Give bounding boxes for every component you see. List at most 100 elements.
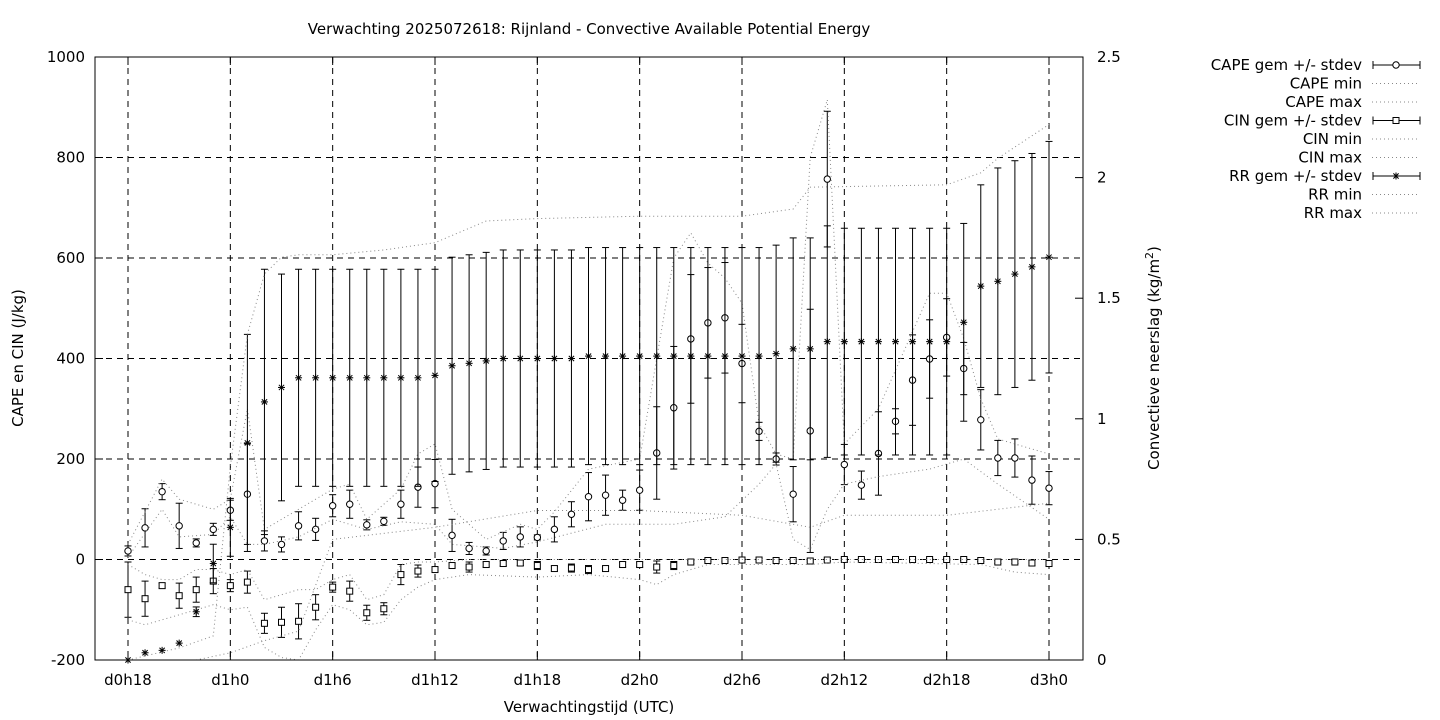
series-6 bbox=[124, 140, 1053, 664]
data-point bbox=[499, 537, 507, 545]
data-point bbox=[124, 586, 132, 594]
y-tick-label: 600 bbox=[56, 249, 85, 267]
data-point bbox=[533, 355, 541, 362]
star-stroke bbox=[909, 338, 916, 345]
legend-label: CAPE max bbox=[1285, 93, 1362, 111]
data-point bbox=[312, 603, 320, 611]
data-point bbox=[789, 490, 797, 498]
data-point bbox=[635, 486, 644, 494]
star-stroke bbox=[807, 345, 814, 352]
star-stroke bbox=[295, 374, 302, 381]
series-5 bbox=[127, 559, 1049, 601]
legend-marker bbox=[1392, 117, 1400, 124]
data-point bbox=[550, 355, 558, 362]
data-point bbox=[328, 502, 337, 510]
legend-marker bbox=[1392, 172, 1400, 180]
x-tick-label: d0h18 bbox=[104, 671, 152, 689]
y2-tick-label: 1 bbox=[1097, 410, 1107, 428]
star-stroke bbox=[841, 338, 848, 345]
legend-label: RR gem +/- stdev bbox=[1229, 167, 1362, 185]
data-point bbox=[311, 525, 320, 534]
legend-label: CAPE gem +/- stdev bbox=[1211, 56, 1362, 74]
data-point bbox=[823, 175, 831, 183]
data-point bbox=[857, 556, 865, 563]
data-point bbox=[448, 362, 456, 370]
star-stroke bbox=[363, 374, 370, 381]
star-stroke bbox=[773, 350, 780, 357]
x-tick-label: d2h18 bbox=[923, 671, 971, 689]
y2-tick-label: 1.5 bbox=[1097, 289, 1121, 307]
data-point bbox=[346, 500, 354, 508]
data-point bbox=[636, 352, 644, 360]
legend-label: CIN max bbox=[1298, 149, 1362, 167]
data-point bbox=[397, 374, 405, 382]
data-point bbox=[926, 338, 934, 346]
data-point bbox=[141, 649, 149, 657]
data-point bbox=[840, 460, 849, 469]
data-point bbox=[533, 562, 541, 570]
data-point bbox=[346, 374, 354, 382]
x-tick-label: d1h6 bbox=[314, 671, 352, 689]
data-point bbox=[414, 567, 422, 575]
star-stroke bbox=[994, 278, 1001, 285]
y-axis-label: CAPE en CIN (J/kg) bbox=[9, 289, 27, 427]
data-point bbox=[823, 338, 831, 346]
series-line bbox=[127, 559, 1049, 601]
star-stroke bbox=[1046, 254, 1052, 261]
star-stroke bbox=[261, 398, 268, 405]
series-7 bbox=[128, 502, 1050, 661]
x-tick-label: d1h18 bbox=[513, 671, 561, 689]
star-stroke bbox=[960, 319, 967, 326]
data-point bbox=[857, 338, 865, 346]
star-stroke bbox=[602, 353, 609, 360]
y2-axis-label-sup: 2 bbox=[1143, 252, 1156, 259]
y2-axis-label: Convectieve neerslag (kg/m2) bbox=[1143, 246, 1163, 470]
y-tick-label: 400 bbox=[56, 350, 85, 368]
data-point bbox=[721, 557, 729, 565]
data-point bbox=[550, 565, 558, 573]
data-point bbox=[175, 592, 183, 600]
data-point bbox=[346, 587, 354, 595]
data-point bbox=[789, 557, 797, 565]
data-point bbox=[465, 359, 473, 367]
data-point bbox=[465, 563, 473, 571]
x-tick-label: d2h6 bbox=[723, 671, 761, 689]
data-point bbox=[1028, 559, 1036, 567]
y2-tick-label: 0 bbox=[1097, 651, 1107, 669]
data-point bbox=[192, 539, 200, 547]
star-stroke bbox=[619, 353, 626, 360]
data-point bbox=[1045, 560, 1053, 568]
star-stroke bbox=[278, 384, 285, 391]
star-stroke bbox=[159, 647, 166, 654]
star-stroke bbox=[210, 560, 217, 567]
series-line bbox=[128, 502, 1050, 661]
x-tick-label: d2h12 bbox=[820, 671, 868, 689]
y-tick-label: 800 bbox=[56, 149, 85, 167]
data-point bbox=[329, 583, 337, 591]
data-point bbox=[329, 374, 337, 382]
data-point bbox=[601, 491, 610, 499]
star-stroke bbox=[176, 640, 183, 647]
data-point bbox=[278, 383, 285, 391]
star-stroke bbox=[636, 353, 643, 360]
data-point bbox=[823, 556, 831, 564]
data-point bbox=[482, 561, 490, 569]
star-stroke bbox=[568, 355, 575, 362]
data-point bbox=[243, 578, 251, 586]
star-stroke bbox=[244, 439, 251, 446]
data-series bbox=[124, 99, 1053, 664]
plot-frame bbox=[94, 56, 1084, 661]
data-point bbox=[1028, 476, 1036, 484]
star-stroke bbox=[721, 353, 728, 360]
star-stroke bbox=[466, 360, 473, 367]
data-point bbox=[670, 562, 678, 570]
star-stroke bbox=[756, 353, 763, 360]
star-stroke bbox=[892, 338, 899, 345]
data-point bbox=[892, 556, 899, 563]
data-point bbox=[175, 522, 183, 530]
series-line bbox=[127, 458, 1050, 558]
data-point bbox=[857, 481, 866, 489]
legend-marker bbox=[1392, 61, 1400, 69]
data-point bbox=[619, 561, 627, 569]
